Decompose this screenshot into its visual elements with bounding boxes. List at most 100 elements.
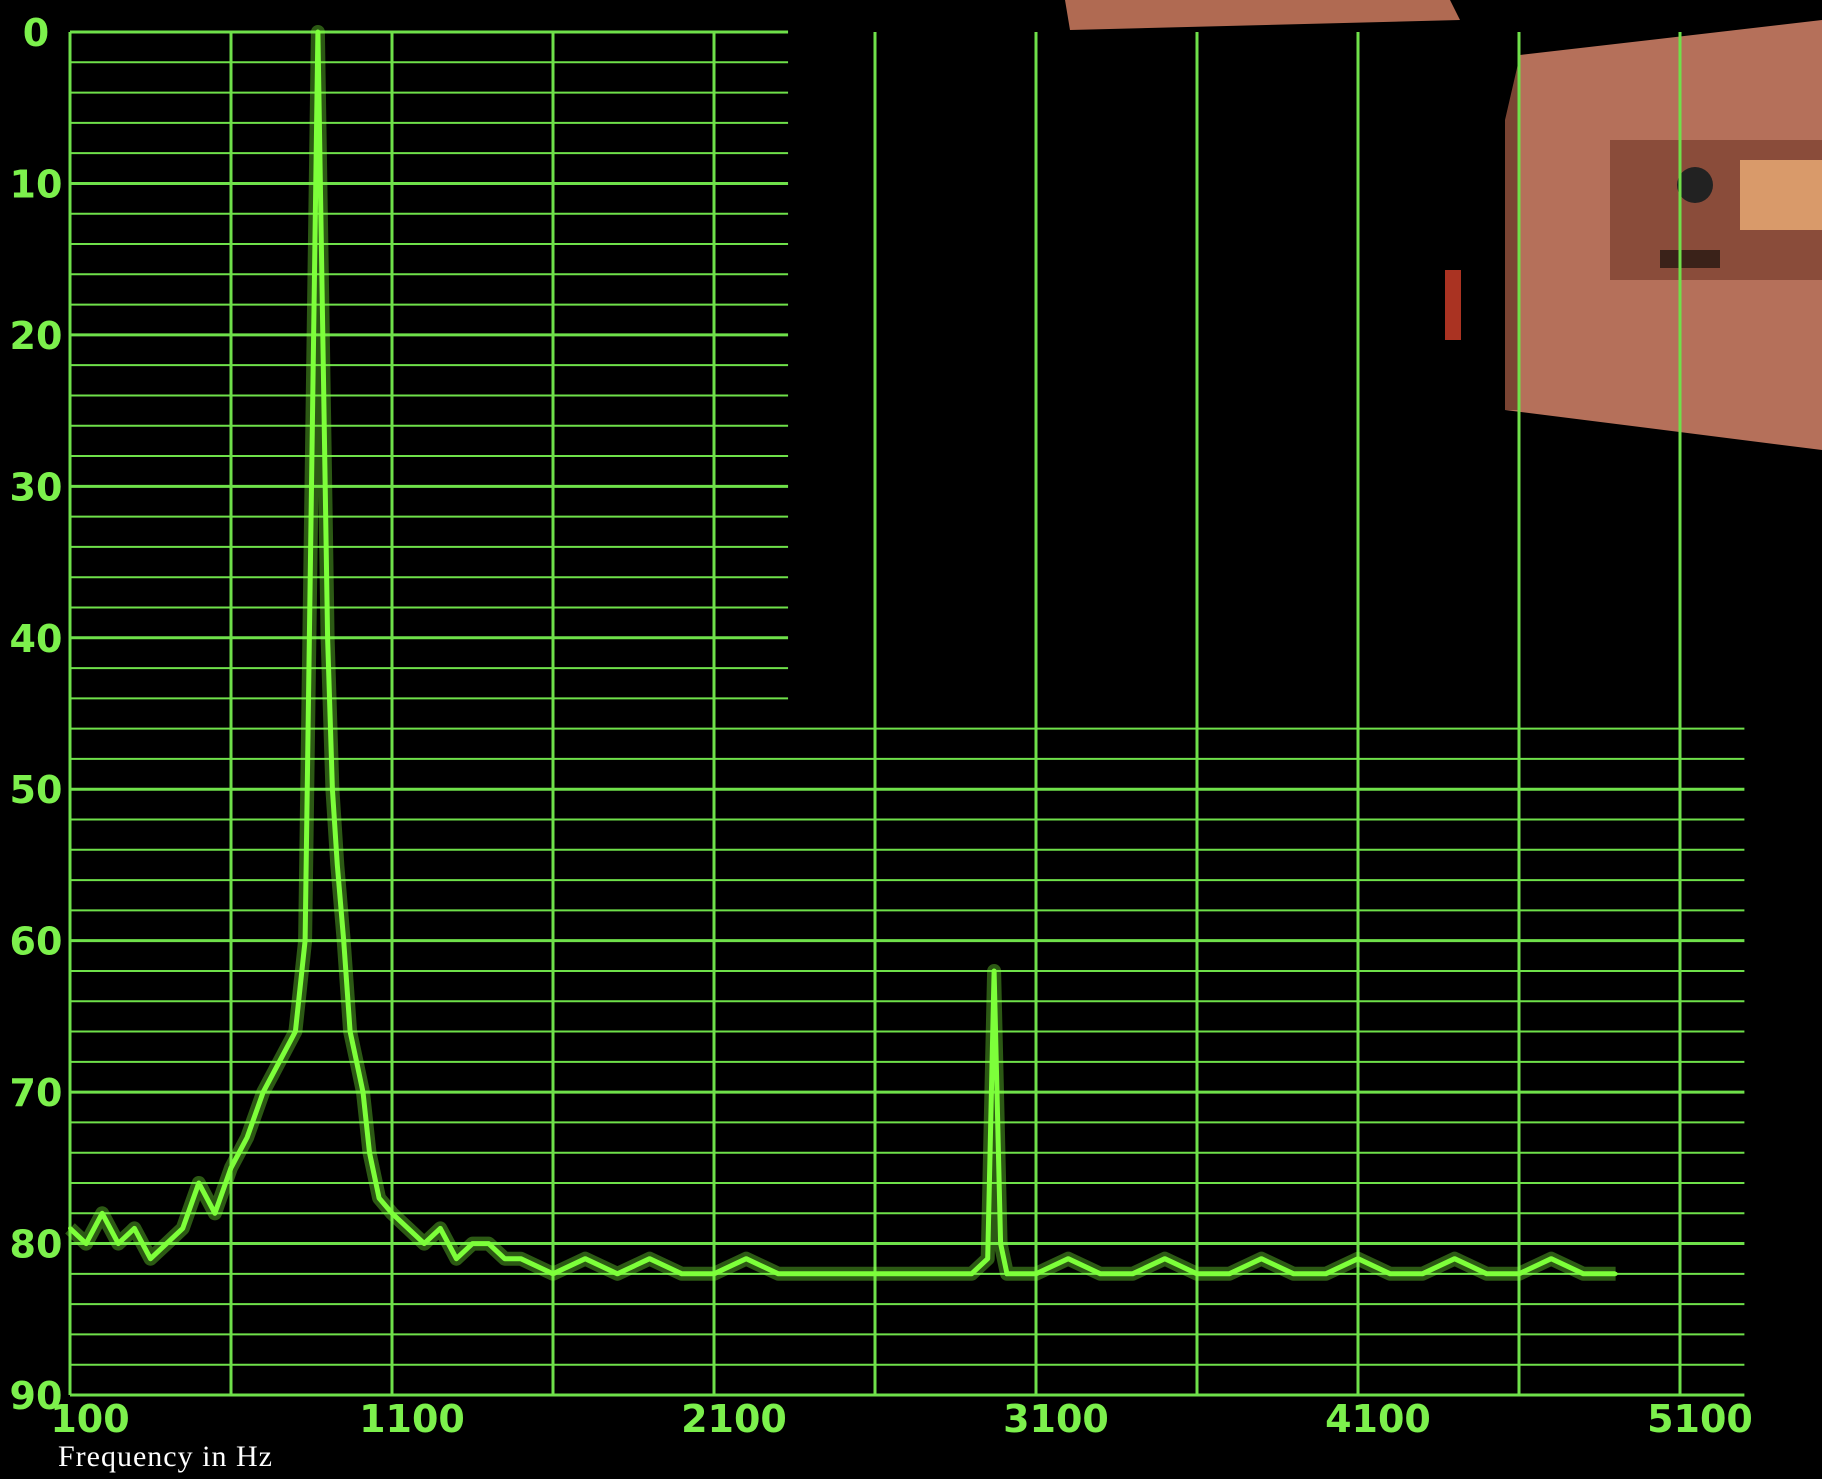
data-point <box>116 1241 121 1246</box>
data-point <box>712 1271 716 1276</box>
data-point <box>406 1226 411 1231</box>
data-point <box>132 1226 137 1231</box>
y-tick-label: 40 <box>10 617 63 661</box>
data-point <box>615 1271 620 1276</box>
data-point <box>148 1256 153 1261</box>
data-point <box>1195 1271 1199 1276</box>
data-point <box>361 1090 366 1095</box>
data-point <box>1323 1271 1328 1276</box>
data-point <box>377 1196 382 1201</box>
data-point <box>315 30 320 34</box>
data-point <box>309 484 314 489</box>
data-point <box>470 1241 475 1246</box>
x-tick-labels: 100 1100 2100 3100 4100 5100 <box>50 1397 1753 1441</box>
data-point <box>164 1241 169 1246</box>
data-point <box>1162 1256 1167 1261</box>
data-point <box>486 1241 491 1246</box>
data-point <box>84 1241 89 1246</box>
data-point <box>341 938 346 943</box>
data-point <box>1452 1256 1457 1261</box>
data-point <box>1017 1271 1022 1276</box>
data-point <box>1581 1271 1586 1276</box>
data-point <box>348 1029 353 1034</box>
y-tick-label: 70 <box>10 1071 63 1115</box>
x-tick-label: 5100 <box>1647 1397 1753 1441</box>
x-tick-label: 4100 <box>1325 1397 1431 1441</box>
data-point <box>1130 1271 1135 1276</box>
data-point <box>325 635 330 640</box>
x-tick-label: 2100 <box>681 1397 787 1441</box>
data-point <box>1388 1271 1393 1276</box>
x-tick-label: 3100 <box>1003 1397 1109 1441</box>
data-point <box>679 1271 684 1276</box>
data-point <box>422 1241 427 1246</box>
data-point <box>551 1271 555 1276</box>
data-point <box>245 1135 250 1140</box>
data-point <box>320 332 325 337</box>
data-point <box>335 862 340 867</box>
data-point <box>502 1256 507 1261</box>
data-point <box>937 1271 942 1276</box>
data-point <box>744 1256 749 1261</box>
grid <box>68 30 1745 1397</box>
data-point <box>808 1271 813 1276</box>
data-point <box>905 1271 910 1276</box>
y-tick-label: 30 <box>10 465 63 509</box>
data-point <box>68 1226 72 1231</box>
data-point <box>438 1226 443 1231</box>
data-point <box>261 1090 266 1095</box>
data-point <box>303 938 308 943</box>
y-tick-labels: 0 10 20 30 40 50 60 70 80 90 <box>10 11 63 1418</box>
equipment-stand <box>1445 270 1461 340</box>
data-point <box>969 1271 974 1276</box>
data-point <box>212 1211 217 1216</box>
y-tick-label: 50 <box>10 768 63 812</box>
data-point <box>1066 1256 1071 1261</box>
equipment-slot <box>1660 250 1720 268</box>
data-point <box>583 1256 588 1261</box>
data-point <box>998 1241 1003 1246</box>
data-point <box>1259 1256 1264 1261</box>
data-point <box>367 1150 372 1155</box>
data-point <box>293 1029 298 1034</box>
y-tick-label: 0 <box>23 11 49 55</box>
data-point <box>776 1271 781 1276</box>
spectrum-trace-glow <box>65 25 1616 1281</box>
equipment-knob-icon <box>1677 167 1713 203</box>
data-point <box>873 1271 877 1276</box>
y-tick-label: 80 <box>10 1223 63 1267</box>
data-point <box>1227 1271 1232 1276</box>
x-tick-label: 100 <box>50 1397 129 1441</box>
data-point <box>1420 1271 1425 1276</box>
data-point <box>1549 1256 1554 1261</box>
data-point <box>1098 1271 1103 1276</box>
equipment-meter <box>1740 160 1822 230</box>
data-point <box>1005 1271 1010 1276</box>
data-point <box>330 787 335 792</box>
data-point <box>1517 1271 1521 1276</box>
data-point <box>1613 1271 1618 1276</box>
x-tick-label: 1100 <box>359 1397 465 1441</box>
data-point <box>985 1256 990 1261</box>
data-point <box>180 1226 185 1231</box>
data-point <box>390 1211 394 1216</box>
data-point <box>1356 1256 1360 1261</box>
data-point <box>1034 1271 1038 1276</box>
equipment-box-top <box>1065 0 1460 30</box>
data-point <box>647 1256 652 1261</box>
data-point <box>992 968 997 973</box>
y-tick-label: 10 <box>10 162 63 206</box>
spectrum-trace <box>68 29 1616 1277</box>
data-point <box>1484 1271 1489 1276</box>
spectrum-trace-group <box>65 25 1618 1281</box>
data-point <box>454 1256 459 1261</box>
data-point <box>229 1165 233 1170</box>
y-tick-label: 20 <box>10 314 63 358</box>
y-tick-label: 90 <box>10 1374 63 1418</box>
x-axis-title: Frequency in Hz <box>58 1440 273 1473</box>
y-tick-label: 60 <box>10 920 63 964</box>
data-point <box>100 1211 105 1216</box>
